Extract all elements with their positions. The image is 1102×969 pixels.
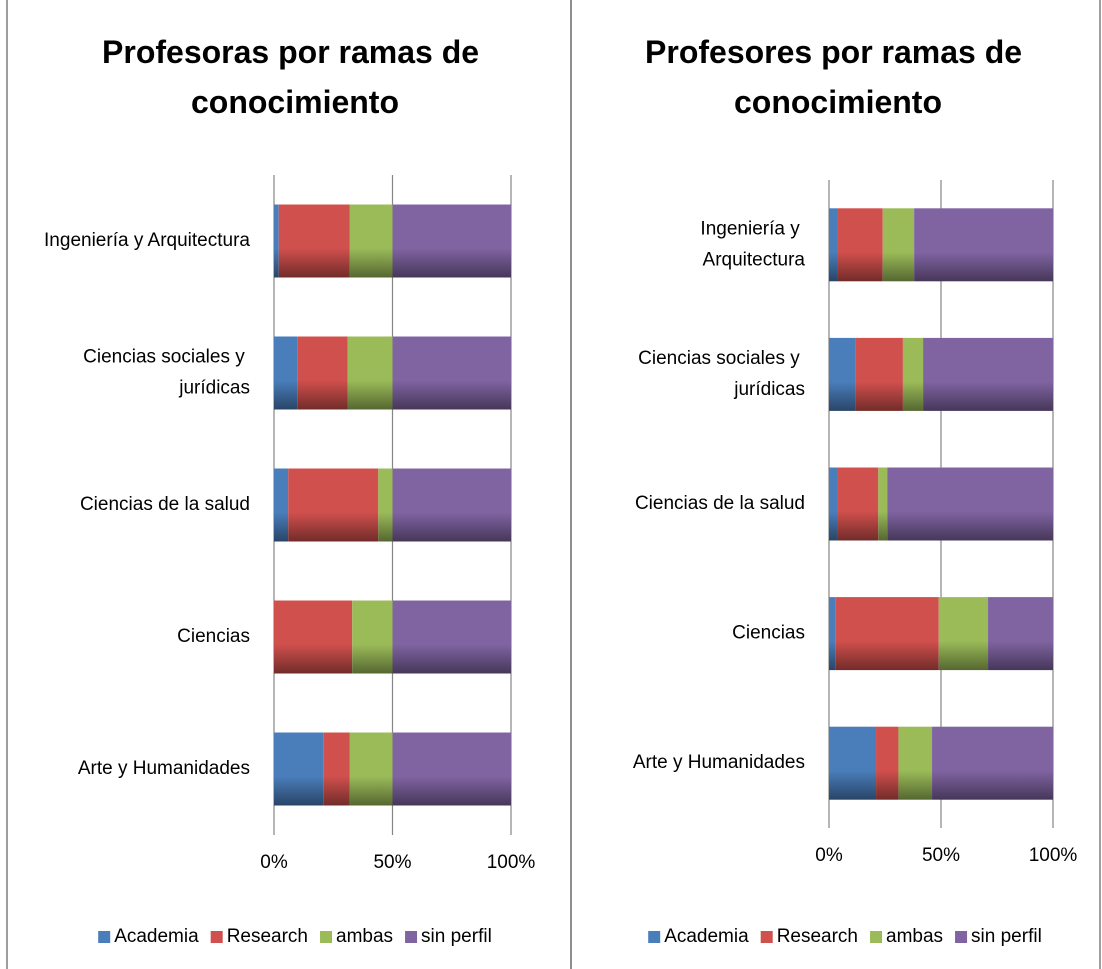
legend: Academia Research ambas sin perfil: [648, 926, 1042, 947]
legend-label: sin perfil: [421, 926, 492, 947]
y-tick-label: Ciencias sociales y jurídicas: [638, 348, 805, 400]
bar-segment: [349, 204, 393, 278]
legend-swatch: [760, 931, 773, 943]
legend-swatch: [210, 931, 223, 943]
bar-segment: [829, 337, 856, 411]
y-tick-label: Ciencias: [732, 623, 805, 644]
legend-label: ambas: [886, 926, 943, 947]
bar-segment: [288, 468, 379, 542]
x-tick-label: 0%: [260, 852, 288, 873]
y-tick-label: Ciencias de la salud: [80, 494, 250, 515]
bar-segment: [274, 204, 279, 278]
bar-segment: [898, 726, 933, 800]
bar-segment: [837, 467, 879, 541]
legend-swatch: [98, 931, 111, 943]
bar-segment: [988, 597, 1053, 671]
legend-swatch: [320, 931, 333, 943]
y-tick-label: Arte y Humanidades: [633, 752, 805, 773]
bar-segment: [914, 208, 1053, 282]
bar-segment: [274, 336, 298, 410]
bar-segment: [887, 467, 1053, 541]
legend: Academia Research ambas sin perfil: [98, 926, 492, 947]
legend-swatch: [955, 931, 968, 943]
y-tick-label: Ciencias sociales y jurídicas: [83, 347, 250, 399]
y-tick-label: Ingeniería y Arquitectura: [44, 230, 250, 251]
bar-segment: [274, 600, 353, 674]
bar-segment: [378, 468, 393, 542]
x-tick-label: 0%: [815, 845, 843, 866]
bar-segment: [278, 204, 350, 278]
legend-label: ambas: [336, 926, 393, 947]
legend-swatch: [870, 931, 883, 943]
bar-segment: [878, 467, 888, 541]
bar-segment: [882, 208, 915, 282]
bar-segment: [349, 732, 393, 806]
bar-segment: [932, 726, 1053, 800]
bar-segment: [829, 597, 836, 671]
legend-swatch: [648, 931, 661, 943]
chart-title: Profesores por ramas de conocimiento: [645, 34, 1031, 120]
bar-segment: [829, 208, 838, 282]
legend-label: Research: [227, 926, 308, 947]
bar-segment: [297, 336, 348, 410]
y-tick-label: Ingeniería y Arquitectura: [700, 218, 805, 270]
bar-segment: [938, 597, 989, 671]
bar-segment: [392, 204, 511, 278]
y-tick-label: Arte y Humanidades: [78, 758, 250, 779]
bar-segment: [392, 732, 511, 806]
x-tick-label: 50%: [373, 852, 411, 873]
bar-segment: [829, 467, 838, 541]
bar-segment: [829, 726, 877, 800]
bar-segment: [274, 732, 324, 806]
chart-title: Profesoras por ramas de conocimiento: [102, 34, 488, 120]
bar-segment: [855, 337, 903, 411]
legend-label: Research: [777, 926, 858, 947]
bar-segment: [392, 468, 511, 542]
y-tick-label: Ciencias de la salud: [635, 493, 805, 514]
y-tick-label: Ciencias: [177, 626, 250, 647]
panel-border: [570, 0, 1101, 969]
bar-segment: [352, 600, 393, 674]
legend-label: Academia: [114, 926, 199, 947]
bar-segment: [347, 336, 393, 410]
bar-segment: [392, 600, 511, 674]
bar-segment: [323, 732, 350, 806]
bar-segment: [274, 468, 289, 542]
bar-segment: [835, 597, 939, 671]
legend-label: sin perfil: [971, 926, 1042, 947]
x-tick-label: 100%: [1029, 845, 1078, 866]
bar-segment: [923, 337, 1053, 411]
legend-swatch: [405, 931, 418, 943]
bar-segment: [392, 336, 511, 410]
x-tick-label: 100%: [487, 852, 536, 873]
legend-label: Academia: [664, 926, 749, 947]
bar-segment: [837, 208, 883, 282]
bar-segment: [902, 337, 924, 411]
bar-segment: [876, 726, 899, 800]
x-tick-label: 50%: [922, 845, 960, 866]
